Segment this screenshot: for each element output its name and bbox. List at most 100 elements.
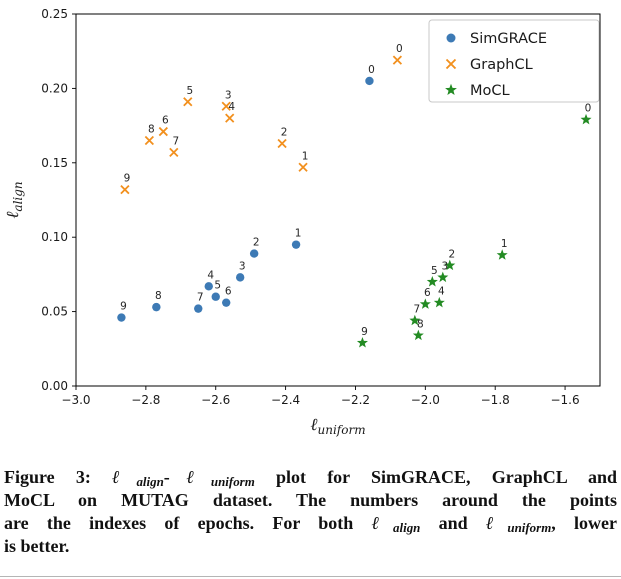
caption-text: plot for SimGRACE, GraphCL and xyxy=(254,467,617,487)
epoch-label: 4 xyxy=(438,286,445,298)
caption-text: Figure 3: xyxy=(4,467,113,487)
data-point-circle xyxy=(365,76,374,86)
data-point-circle xyxy=(211,292,220,301)
y-tick-label: 0.25 xyxy=(41,7,68,21)
epoch-label: 1 xyxy=(295,228,302,240)
caption-math: uniform xyxy=(210,473,255,489)
x-tick-label: −2.6 xyxy=(201,393,230,407)
data-point-star xyxy=(433,296,445,308)
epoch-label: 4 xyxy=(207,269,214,281)
data-point-x xyxy=(183,97,193,107)
data-point-x xyxy=(392,55,403,65)
x-tick-label: −2.8 xyxy=(131,393,160,407)
caption-line: Figure 3: ℓalign-ℓuniform plot for SimGR… xyxy=(4,466,617,489)
data-point-x xyxy=(298,162,308,172)
epoch-label: 9 xyxy=(120,301,127,313)
data-point-star xyxy=(356,337,368,348)
x-axis: −3.0 −2.8 −2.6 −2.4 −2.2 −2.0 −1.8 −1.6 xyxy=(61,386,580,407)
legend-label: MoCL xyxy=(470,83,510,99)
x-tick-label: −1.6 xyxy=(550,393,579,407)
data-point-star xyxy=(419,298,431,309)
epoch-label: 8 xyxy=(148,123,155,135)
epoch-label: 3 xyxy=(441,260,448,272)
epoch-label: 2 xyxy=(253,237,260,249)
caption-line: is better. xyxy=(4,535,617,558)
epoch-label: 2 xyxy=(281,126,288,138)
data-point-star xyxy=(580,113,592,125)
caption-text: is better. xyxy=(4,536,70,557)
x-tick-label: −2.2 xyxy=(341,393,370,407)
caption-math: align xyxy=(136,473,164,489)
epoch-label: 9 xyxy=(361,326,368,338)
epoch-label: 0 xyxy=(396,43,403,55)
plot-frame xyxy=(75,13,601,387)
epoch-label: 0 xyxy=(368,64,375,76)
caption-text: are the indexes of epochs. For both xyxy=(4,513,372,534)
epoch-label: 6 xyxy=(424,287,431,299)
data-point-circle xyxy=(222,298,231,307)
y-tick-label: 0.05 xyxy=(41,305,68,319)
y-axis-label: ℓalign xyxy=(3,181,25,218)
x-tick-label: −3.0 xyxy=(61,393,90,407)
legend-marker-x xyxy=(445,58,457,70)
legend-label: SimGRACE xyxy=(470,31,547,47)
epoch-label: 7 xyxy=(414,304,421,316)
caption-line: MoCL on MUTAG dataset. The numbers aroun… xyxy=(4,489,617,512)
legend-frame xyxy=(428,19,600,103)
data-point-circle xyxy=(117,313,126,322)
caption-math: align xyxy=(393,519,421,535)
epoch-label: 6 xyxy=(225,286,232,298)
epoch-label: 1 xyxy=(302,150,309,162)
y-tick-label: 0.20 xyxy=(41,81,68,95)
epoch-label: 3 xyxy=(239,260,246,272)
section-divider xyxy=(0,576,621,577)
x-tick-label: −2.0 xyxy=(411,393,440,407)
y-tick-label: 0.00 xyxy=(41,379,68,393)
y-tick-label: 0.15 xyxy=(41,156,68,170)
data-point-x xyxy=(120,184,130,195)
legend-marker-star xyxy=(445,83,457,96)
data-point-star xyxy=(426,276,438,287)
data-point-star xyxy=(496,249,508,260)
data-point-circle xyxy=(235,273,245,282)
epoch-label: 5 xyxy=(431,265,438,277)
x-tick-label: −2.4 xyxy=(271,393,300,407)
legend-marker-circle xyxy=(446,33,456,43)
epoch-label: 1 xyxy=(501,238,508,250)
epoch-label: 8 xyxy=(417,318,424,330)
epoch-label: 7 xyxy=(197,292,204,304)
data-point-x xyxy=(169,147,179,158)
y-tick-label: 0.10 xyxy=(41,230,68,244)
x-axis-label: ℓuniform xyxy=(310,415,365,437)
data-point-x xyxy=(225,113,235,123)
data-point-circle xyxy=(291,240,301,249)
epoch-label: 8 xyxy=(155,290,162,302)
caption-math: ℓ xyxy=(112,467,137,487)
epoch-label: 9 xyxy=(124,173,131,185)
caption-text: , lower xyxy=(551,513,618,534)
data-point-star xyxy=(409,314,421,326)
epoch-label: 6 xyxy=(162,115,169,127)
data-point-circle xyxy=(194,304,203,313)
epoch-label: 2 xyxy=(448,248,455,260)
legend: SimGRACE GraphCL MoCL xyxy=(428,19,600,103)
data-point-x xyxy=(277,138,287,149)
caption-math: ℓ xyxy=(485,513,508,534)
caption-math: ℓ xyxy=(169,467,211,487)
caption-text: MoCL on MUTAG dataset. The numbers aroun… xyxy=(4,490,617,511)
data-point-star xyxy=(437,271,449,283)
data-point-x xyxy=(221,101,231,111)
data-point-circle xyxy=(152,302,161,312)
x-tick-label: −1.8 xyxy=(481,393,510,407)
caption-line: are the indexes of epochs. For both ℓali… xyxy=(4,512,617,535)
epoch-label: 3 xyxy=(225,89,232,101)
caption-math: ℓ xyxy=(371,513,394,534)
caption-math: uniform xyxy=(507,519,552,535)
figure-caption: Figure 3: ℓalign-ℓuniform plot for SimGR… xyxy=(4,466,617,558)
epoch-label: 5 xyxy=(214,280,221,292)
data-point-star xyxy=(412,329,424,341)
data-point-star xyxy=(444,259,456,271)
